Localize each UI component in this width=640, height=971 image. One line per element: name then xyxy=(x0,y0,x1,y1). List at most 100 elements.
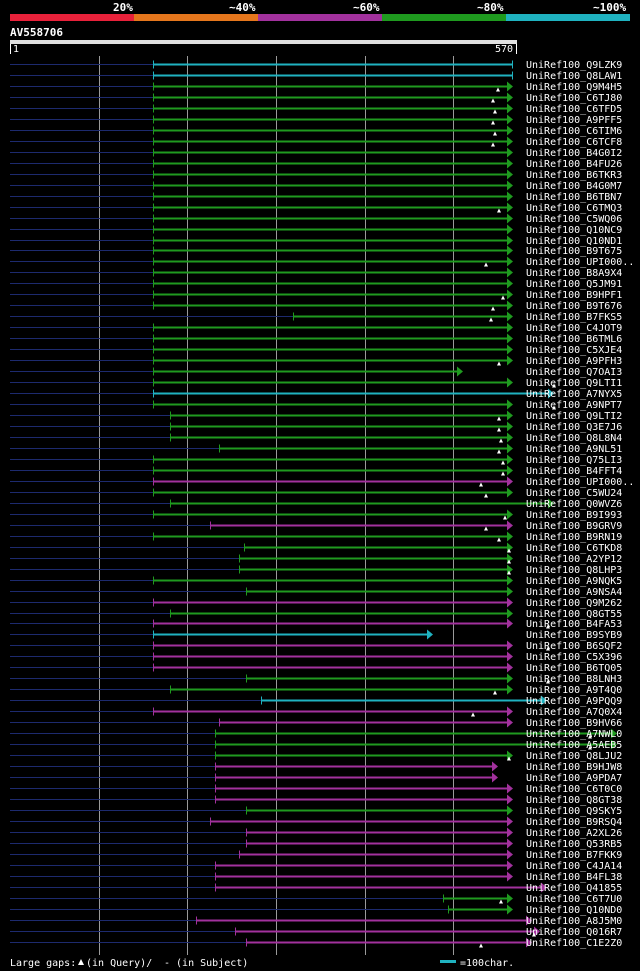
hit-row[interactable]: UniRef100_Q10ND1 xyxy=(10,235,622,248)
hit-row[interactable]: UniRef100_C6TIM6 xyxy=(10,125,622,138)
hit-row[interactable]: UniRef100_Q9LTI1 xyxy=(10,377,622,390)
hit-label[interactable]: UniRef100_Q8LAW1 xyxy=(526,71,622,82)
hit-label[interactable]: UniRef100_A7Q0X4 xyxy=(526,707,622,718)
hit-row[interactable]: UniRef100_B7FKS5 xyxy=(10,311,622,324)
hit-row[interactable]: UniRef100_Q9SKY5 xyxy=(10,805,622,818)
hit-label[interactable]: UniRef100_C1E2Z0 xyxy=(526,938,622,949)
hit-label[interactable]: UniRef100_Q41855 xyxy=(526,883,622,894)
hit-row[interactable]: UniRef100_Q9M262 xyxy=(10,597,622,610)
hit-label[interactable]: UniRef100_C6T0C0 xyxy=(526,784,622,795)
hit-label[interactable]: UniRef100_B8A9X4 xyxy=(526,268,622,279)
hit-label[interactable]: UniRef100_B6SQF2 xyxy=(526,641,622,652)
hit-label[interactable]: UniRef100_Q9LZK9 xyxy=(526,60,622,71)
hit-label[interactable]: UniRef100_B4G0M7 xyxy=(526,181,622,192)
hit-row[interactable]: UniRef100_B9T675 xyxy=(10,245,622,258)
hit-row[interactable]: UniRef100_B6TKR3 xyxy=(10,169,622,182)
hit-row[interactable]: UniRef100_B9HPF1 xyxy=(10,289,622,302)
hit-label[interactable]: UniRef100_A9T4Q0 xyxy=(526,685,622,696)
hit-label[interactable]: UniRef100_A5AEB5 xyxy=(526,740,622,751)
hit-row[interactable]: UniRef100_A7Q0X4 xyxy=(10,706,622,719)
hit-label[interactable]: UniRef100_Q53RB5 xyxy=(526,839,622,850)
hit-label[interactable]: UniRef100_Q9SKY5 xyxy=(526,806,622,817)
hit-row[interactable]: UniRef100_B8LNH3 xyxy=(10,673,622,686)
hit-row[interactable]: UniRef100_A9NSA4 xyxy=(10,586,622,599)
hit-label[interactable]: UniRef100_Q0WVZ6 xyxy=(526,499,622,510)
hit-row[interactable]: UniRef100_Q9LTI2 xyxy=(10,410,622,423)
hit-row[interactable]: UniRef100_Q10ND0 xyxy=(10,904,622,917)
hit-row[interactable]: UniRef100_C6TKD8 xyxy=(10,542,622,555)
hit-label[interactable]: UniRef100_B8LNH3 xyxy=(526,674,622,685)
hit-row[interactable]: UniRef100_C4JA14 xyxy=(10,860,622,873)
hit-label[interactable]: UniRef100_Q8LHP3 xyxy=(526,565,622,576)
hit-label[interactable]: UniRef100_C6TMQ3 xyxy=(526,203,622,214)
hit-row[interactable]: UniRef100_B6TML6 xyxy=(10,333,622,346)
hit-label[interactable]: UniRef100_Q8GT38 xyxy=(526,795,622,806)
hit-row[interactable]: UniRef100_Q7OAI3 xyxy=(10,366,622,379)
hit-label[interactable]: UniRef100_C6TJ80 xyxy=(526,93,622,104)
hit-row[interactable]: UniRef100_B9HJW8 xyxy=(10,761,622,774)
hit-label[interactable]: UniRef100_B9SYB9 xyxy=(526,630,622,641)
hit-label[interactable]: UniRef100_B6TML6 xyxy=(526,334,622,345)
hit-label[interactable]: UniRef100_A9NQK5 xyxy=(526,576,622,587)
hit-label[interactable]: UniRef100_Q7OAI3 xyxy=(526,367,622,378)
hit-row[interactable]: UniRef100_B7FKK9 xyxy=(10,849,622,862)
hit-label[interactable]: UniRef100_B6TKR3 xyxy=(526,170,622,181)
hit-row[interactable]: UniRef100_A9NL51 xyxy=(10,443,622,456)
hit-label[interactable]: UniRef100_Q9LTI1 xyxy=(526,378,622,389)
hit-label[interactable]: UniRef100_B9T675 xyxy=(526,246,622,257)
hit-label[interactable]: UniRef100_C5WU24 xyxy=(526,488,622,499)
hit-row[interactable]: UniRef100_A7NWL0 xyxy=(10,728,622,741)
hit-row[interactable]: UniRef100_B9GRV9 xyxy=(10,520,622,533)
hit-row[interactable]: UniRef100_A5AEB5 xyxy=(10,739,622,752)
hit-label[interactable]: UniRef100_B4FL38 xyxy=(526,872,622,883)
hit-label[interactable]: UniRef100_Q8L8N4 xyxy=(526,433,622,444)
hit-row[interactable]: UniRef100_A9PFF5 xyxy=(10,114,622,127)
hit-row[interactable]: UniRef100_A7NYX5 xyxy=(10,388,622,401)
hit-label[interactable]: UniRef100_Q9M4H5 xyxy=(526,82,622,93)
hit-label[interactable]: UniRef100_A9NSA4 xyxy=(526,587,622,598)
hit-row[interactable]: UniRef100_A9PFH3 xyxy=(10,355,622,368)
hit-label[interactable]: UniRef100_Q8LJU2 xyxy=(526,751,622,762)
hit-label[interactable]: UniRef100_A7NYX5 xyxy=(526,389,622,400)
hit-row[interactable]: UniRef100_Q75LI3 xyxy=(10,454,622,467)
hit-row[interactable]: UniRef100_UPI000.. xyxy=(10,476,634,489)
hit-row[interactable]: UniRef100_C4JOT9 xyxy=(10,322,622,335)
hit-row[interactable]: UniRef100_B4FA53 xyxy=(10,618,622,631)
hit-label[interactable]: UniRef100_Q8GT55 xyxy=(526,609,622,620)
hit-row[interactable]: UniRef100_Q53RB5 xyxy=(10,838,622,851)
hit-row[interactable]: UniRef100_Q3E7J6 xyxy=(10,421,622,434)
hit-label[interactable]: UniRef100_B4G0I2 xyxy=(526,148,622,159)
hit-row[interactable]: UniRef100_C6T0C0 xyxy=(10,783,622,796)
hit-row[interactable]: UniRef100_A9NPT7 xyxy=(10,399,622,412)
hit-row[interactable]: UniRef100_C6TCF8 xyxy=(10,136,622,149)
hit-label[interactable]: UniRef100_A7NWL0 xyxy=(526,729,622,740)
hit-label[interactable]: UniRef100_A8J5M0 xyxy=(526,916,622,927)
hit-row[interactable]: UniRef100_C6TJ80 xyxy=(10,92,622,105)
hit-row[interactable]: UniRef100_C6TFD5 xyxy=(10,103,622,116)
hit-row[interactable]: UniRef100_Q9M4H5 xyxy=(10,81,622,94)
hit-row[interactable]: UniRef100_C6T7U0 xyxy=(10,893,622,906)
hit-label[interactable]: UniRef100_A9NPT7 xyxy=(526,400,622,411)
hit-row[interactable]: UniRef100_C5X396 xyxy=(10,651,622,664)
hit-label[interactable]: UniRef100_C6TIM6 xyxy=(526,126,622,137)
hit-row[interactable]: UniRef100_C5XJE4 xyxy=(10,344,622,357)
hit-row[interactable]: UniRef100_Q41855 xyxy=(10,882,622,895)
hit-label[interactable]: UniRef100_B9HPF1 xyxy=(526,290,622,301)
hit-row[interactable]: UniRef100_Q5JM91 xyxy=(10,278,622,291)
hit-label[interactable]: UniRef100_Q016R7 xyxy=(526,927,622,938)
hit-row[interactable]: UniRef100_C5WQ06 xyxy=(10,213,622,226)
hit-label[interactable]: UniRef100_UPI000.. xyxy=(526,257,634,268)
hit-row[interactable]: UniRef100_A2YP12 xyxy=(10,553,622,566)
hit-label[interactable]: UniRef100_B4FFT4 xyxy=(526,466,622,477)
hit-row[interactable]: UniRef100_A9NQK5 xyxy=(10,575,622,588)
hit-row[interactable]: UniRef100_A9T4Q0 xyxy=(10,684,622,697)
hit-label[interactable]: UniRef100_B9T676 xyxy=(526,301,622,312)
hit-label[interactable]: UniRef100_Q9LTI2 xyxy=(526,411,622,422)
hit-row[interactable]: UniRef100_B4G0M7 xyxy=(10,180,622,193)
hit-row[interactable]: UniRef100_C6TMQ3 xyxy=(10,202,622,215)
hit-row[interactable]: UniRef100_B6TBN7 xyxy=(10,191,622,204)
hit-row[interactable]: UniRef100_B4G0I2 xyxy=(10,147,622,160)
hit-label[interactable]: UniRef100_Q10ND1 xyxy=(526,236,622,247)
hit-label[interactable]: UniRef100_Q9M262 xyxy=(526,598,622,609)
hit-row[interactable]: UniRef100_Q8LJU2 xyxy=(10,750,622,763)
